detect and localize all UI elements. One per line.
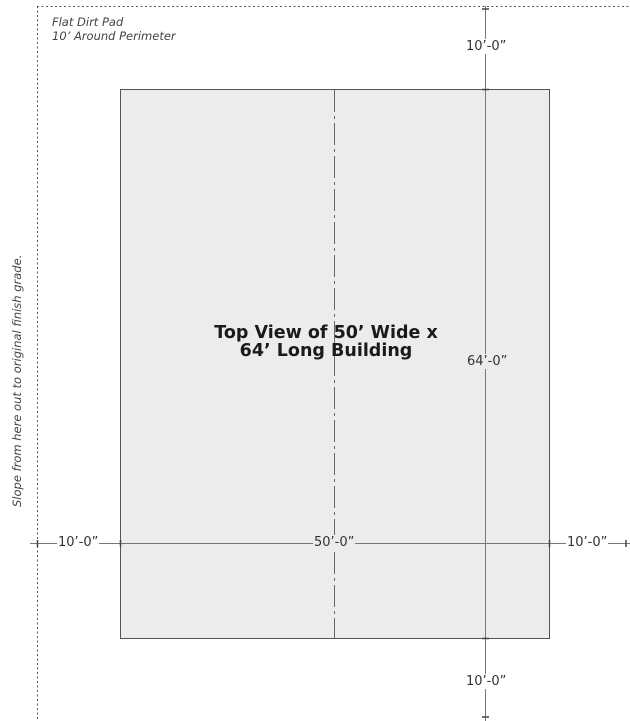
building-title-line-2: 64’ Long Building (239, 341, 413, 361)
slope-note: Slope from here out to original finish g… (10, 254, 24, 507)
building-title-line-1: Top View of 50’ Wide x (214, 323, 438, 343)
building-length-dimension: 64’-0” (466, 354, 509, 369)
right-setback-dimension: 10’-0” (566, 535, 609, 550)
top-setback-dimension: 10’-0” (465, 39, 508, 54)
left-setback-dimension: 10’-0” (57, 535, 100, 550)
pad-note-line-2: 10’ Around Perimeter (52, 29, 176, 43)
building-width-dimension: 50’-0” (313, 535, 356, 550)
pad-note-line-1: Flat Dirt Pad (52, 15, 124, 29)
bottom-setback-dimension: 10’-0” (465, 674, 508, 689)
